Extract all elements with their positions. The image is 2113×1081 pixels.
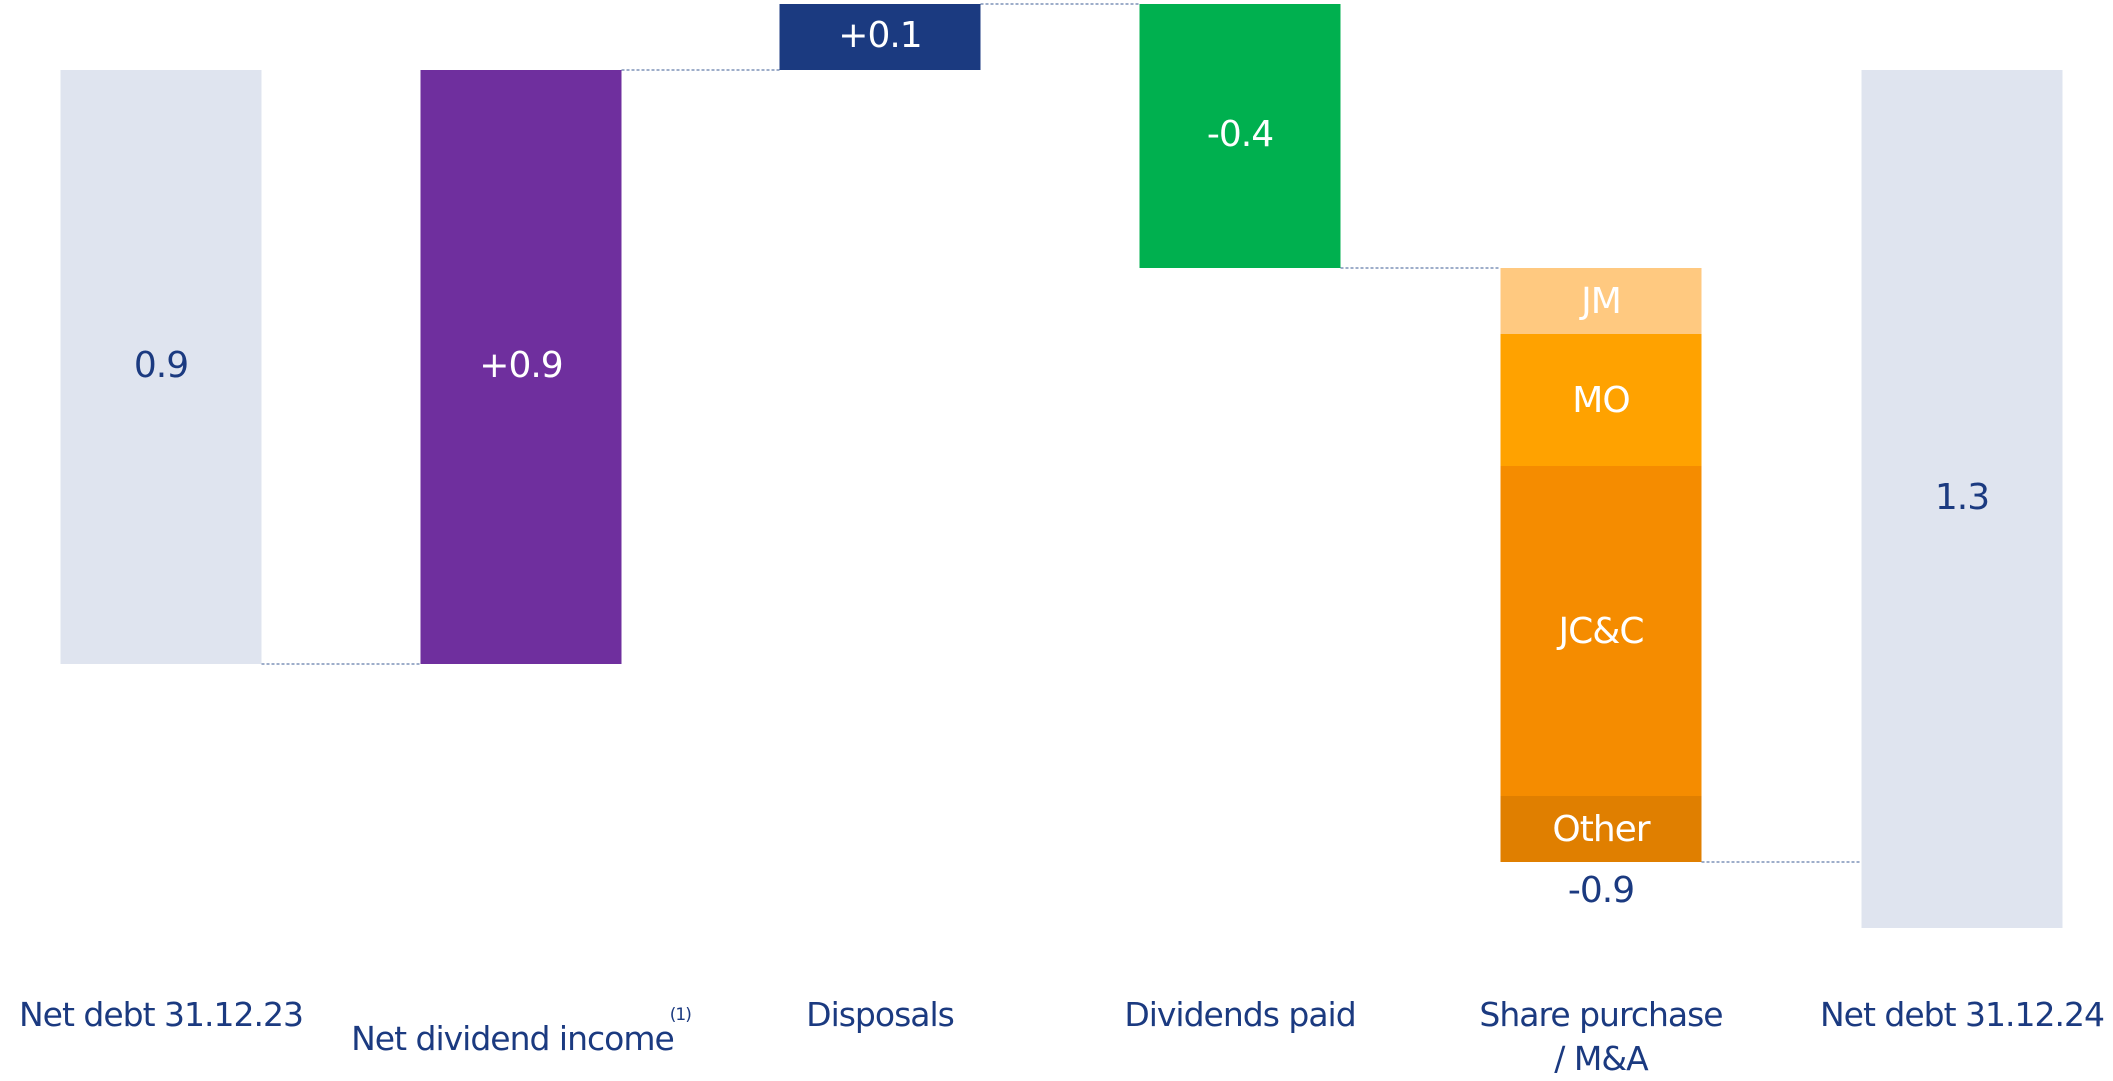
bar-segment — [1500, 268, 1702, 334]
segment-label: Other — [1552, 809, 1650, 850]
value-label: 1.3 — [1935, 477, 1989, 518]
segment-label: MO — [1572, 380, 1629, 421]
bar — [420, 70, 622, 664]
category-name: Net debt 31.12.23 — [19, 995, 304, 1034]
category-name: Net dividend income — [351, 1019, 675, 1058]
category-name: Share purchase / M&A — [1479, 995, 1723, 1078]
x-tick-label: Net debt 31.12.23 — [0, 993, 331, 1037]
value-label: 0.9 — [134, 345, 188, 386]
category-name: Dividends paid — [1124, 995, 1356, 1034]
value-label: +0.1 — [838, 15, 921, 56]
value-label: -0.4 — [1207, 114, 1273, 155]
bar — [60, 70, 262, 664]
x-tick-label: Dividends paid — [1070, 993, 1410, 1037]
value-label: -0.9 — [1568, 870, 1634, 911]
bar — [1139, 4, 1341, 268]
value-label: +0.9 — [479, 345, 562, 386]
segment-label: JC&C — [1557, 611, 1644, 652]
x-tick-label: Net dividend income(1) — [351, 993, 692, 1061]
segment-label: JM — [1579, 281, 1621, 322]
bar — [779, 4, 981, 70]
category-name: Disposals — [806, 995, 955, 1034]
footnote-marker: (1) — [669, 1005, 692, 1025]
x-tick-label: Net debt 31.12.24 — [1792, 993, 2113, 1037]
x-tick-label: Share purchase / M&A — [1431, 993, 1771, 1081]
bar — [1861, 70, 2063, 928]
bar-segment — [1500, 334, 1702, 466]
category-name: Net debt 31.12.24 — [1820, 995, 2105, 1034]
bar-segment — [1500, 796, 1702, 862]
x-tick-label: Disposals — [710, 993, 1050, 1037]
bar-segment — [1500, 466, 1702, 796]
